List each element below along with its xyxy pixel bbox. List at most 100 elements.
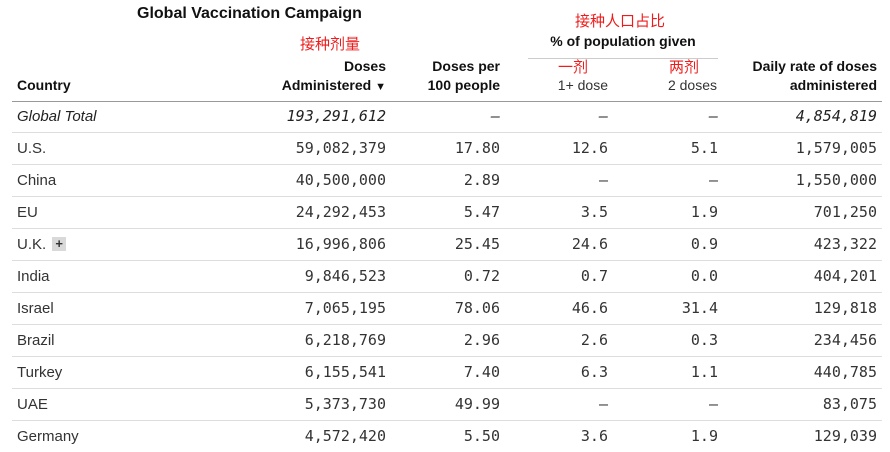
daily-rate-cell: 1,579,005 — [795, 139, 877, 157]
per100-cell: 7.40 — [463, 363, 500, 381]
two-doses-cell: 0.0 — [690, 267, 718, 285]
doses-cell: 4,572,420 — [304, 427, 386, 445]
per100-cell: 49.99 — [454, 395, 500, 413]
doses-cell: 7,065,195 — [304, 299, 386, 317]
per100-cell: 25.45 — [454, 235, 500, 253]
one-dose-cell: 2.6 — [580, 331, 608, 349]
two-doses-cell: – — [708, 171, 718, 189]
daily-rate-cell: 4,854,819 — [795, 107, 877, 125]
daily-rate-cell: 404,201 — [813, 267, 877, 285]
doses-cell: 6,155,541 — [304, 363, 386, 381]
one-dose-cell: – — [598, 171, 608, 189]
table-row: Brazil 6,218,769 2.96 2.6 0.3 234,456 — [12, 325, 882, 357]
doses-header-line2: Administered ▼ — [240, 76, 386, 97]
country-cell: U.S. — [17, 140, 47, 157]
column-header-country[interactable]: Country — [17, 77, 71, 93]
two-doses-cell: 0.9 — [690, 235, 718, 253]
one-dose-cell: 6.3 — [580, 363, 608, 381]
country-name: U.K. — [17, 236, 47, 253]
per100-cell: 5.47 — [463, 203, 500, 221]
column-header-doses-per-100[interactable]: Doses per 100 people — [400, 57, 500, 95]
doses-cell: 59,082,379 — [295, 139, 386, 157]
country-cell: Israel — [17, 300, 54, 317]
country-cell: Brazil — [17, 332, 55, 349]
daily-header-line2: administered — [789, 77, 877, 93]
doses-cell: 5,373,730 — [304, 395, 386, 413]
daily-rate-cell: 234,456 — [813, 331, 877, 349]
country-cell: UAE — [17, 396, 48, 413]
two-doses-cell: 31.4 — [681, 299, 718, 317]
one-dose-cell: 3.6 — [580, 427, 608, 445]
table-row: Israel 7,065,195 78.06 46.6 31.4 129,818 — [12, 293, 882, 325]
table-row: U.S. 59,082,379 17.80 12.6 5.1 1,579,005 — [12, 133, 882, 165]
daily-rate-cell: 440,785 — [813, 363, 877, 381]
country-cell: Global Total — [17, 108, 97, 125]
per100-cell: 2.96 — [463, 331, 500, 349]
table-title: Global Vaccination Campaign — [137, 5, 362, 22]
country-cell: Turkey — [17, 364, 63, 381]
two-doses-cell: 1.9 — [690, 427, 718, 445]
table-row: China 40,500,000 2.89 – – 1,550,000 — [12, 165, 882, 197]
country-cell: India — [17, 268, 50, 285]
doses-cell: 6,218,769 — [304, 331, 386, 349]
two-doses-cell: 5.1 — [690, 139, 718, 157]
per100-cell: 0.72 — [463, 267, 500, 285]
two-doses-cell: 1.1 — [690, 363, 718, 381]
country-cell: EU — [17, 204, 38, 221]
group-header-divider — [528, 58, 718, 59]
per100-header-line1: Doses per — [432, 58, 500, 74]
country-cell: U.K. + — [17, 235, 67, 254]
daily-rate-cell: 129,818 — [813, 299, 877, 317]
column-header-two-doses[interactable]: 2 doses — [667, 77, 717, 93]
vaccination-table-body: Global Total 193,291,612 – – – 4,854,819… — [12, 101, 882, 452]
doses-cell: 24,292,453 — [295, 203, 386, 221]
table-row: EU 24,292,453 5.47 3.5 1.9 701,250 — [12, 197, 882, 229]
one-dose-cell: – — [598, 107, 608, 125]
two-doses-cell: 1.9 — [690, 203, 718, 221]
expand-row-button[interactable]: + — [52, 237, 67, 251]
daily-rate-cell: 1,550,000 — [795, 171, 877, 189]
daily-rate-cell: 129,039 — [813, 427, 877, 445]
per100-header-line2: 100 people — [427, 77, 500, 93]
pct-population-group-header: % of population given — [550, 33, 696, 49]
column-header-daily-rate[interactable]: Daily rate of doses administered — [720, 57, 878, 95]
doses-cell: 193,291,612 — [286, 107, 386, 125]
table-row: India 9,846,523 0.72 0.7 0.0 404,201 — [12, 261, 882, 293]
one-dose-cell: 12.6 — [571, 139, 608, 157]
per100-cell: 78.06 — [454, 299, 500, 317]
header-divider — [12, 101, 882, 102]
daily-rate-cell: 83,075 — [822, 395, 877, 413]
table-row: U.K. + 16,996,806 25.45 24.6 0.9 423,322 — [12, 229, 882, 261]
two-doses-cell: 0.3 — [690, 331, 718, 349]
one-dose-cell: 46.6 — [571, 299, 608, 317]
annotation-two-doses: 两剂 — [669, 58, 700, 76]
table-row: Germany 4,572,420 5.50 3.6 1.9 129,039 — [12, 421, 882, 452]
doses-cell: 9,846,523 — [304, 267, 386, 285]
per100-cell: 2.89 — [463, 171, 500, 189]
table-row-global-total: Global Total 193,291,612 – – – 4,854,819 — [12, 101, 882, 133]
annotation-pct-population: 接种人口占比 — [575, 12, 666, 30]
one-dose-cell: 0.7 — [580, 267, 608, 285]
annotation-one-dose: 一剂 — [558, 58, 589, 76]
column-header-one-dose[interactable]: 1+ dose — [557, 77, 608, 93]
per100-cell: 17.80 — [454, 139, 500, 157]
one-dose-cell: 3.5 — [580, 203, 608, 221]
doses-header-line1: Doses — [343, 58, 386, 74]
column-header-doses-administered[interactable]: Doses Administered ▼ — [240, 57, 386, 97]
doses-header-line2-text: Administered — [281, 77, 372, 93]
table-row: Turkey 6,155,541 7.40 6.3 1.1 440,785 — [12, 357, 882, 389]
doses-cell: 40,500,000 — [295, 171, 386, 189]
one-dose-cell: 24.6 — [571, 235, 608, 253]
daily-rate-cell: 423,322 — [813, 235, 877, 253]
sort-descending-icon[interactable]: ▼ — [375, 81, 386, 93]
doses-cell: 16,996,806 — [295, 235, 386, 253]
daily-header-line1: Daily rate of doses — [752, 58, 878, 74]
country-cell: Germany — [17, 428, 79, 445]
two-doses-cell: – — [708, 107, 718, 125]
two-doses-cell: – — [708, 395, 718, 413]
daily-rate-cell: 701,250 — [813, 203, 877, 221]
one-dose-cell: – — [598, 395, 608, 413]
per100-cell: – — [490, 107, 500, 125]
country-cell: China — [17, 172, 57, 189]
annotation-doses: 接种剂量 — [300, 35, 361, 53]
